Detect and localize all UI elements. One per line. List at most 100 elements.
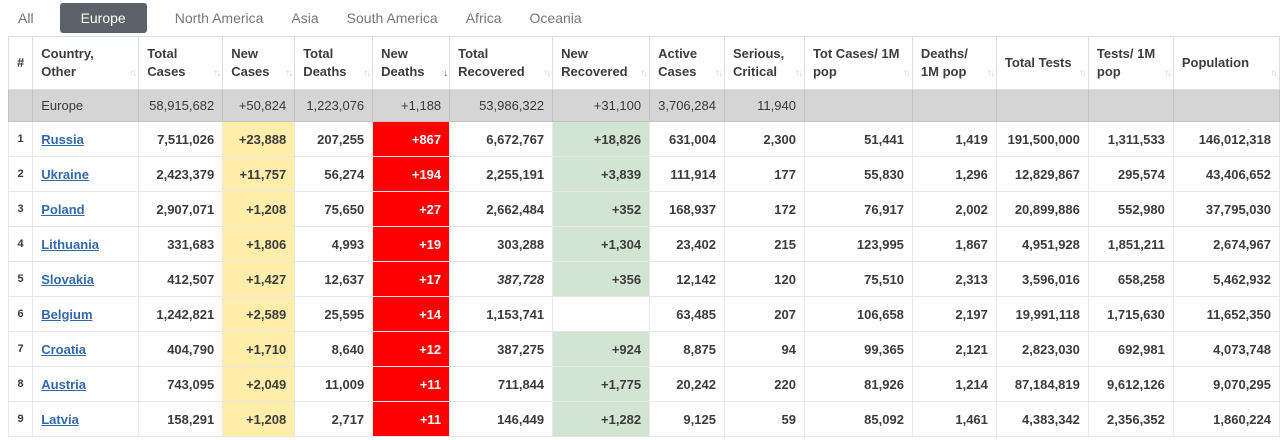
row-rank: 1: [7, 121, 34, 157]
col-header-label: New Deaths: [381, 46, 425, 79]
country-cell: Lithuania: [32, 226, 140, 262]
col-header-label: Total Tests: [1004, 55, 1072, 71]
col-header-deaths-1m-pop[interactable]: Deaths/ 1M pop ↑↓: [911, 36, 997, 90]
col-header-total-tests[interactable]: Total Tests ↑↓: [995, 36, 1089, 90]
col-header-total-recovered[interactable]: Total Recovered ↑↓: [449, 36, 554, 90]
country-link-poland[interactable]: Poland: [41, 201, 85, 217]
cell-lithuania-total-tests: 4,951,928: [995, 226, 1089, 262]
cell-poland-total-tests: 20,899,886: [995, 191, 1089, 227]
sort-arrows-icon: ↑↓: [363, 67, 371, 79]
cell-lithuania-active-cases: 23,402: [649, 226, 725, 262]
country-link-russia[interactable]: Russia: [41, 131, 84, 147]
col-header-label: New Recovered: [561, 46, 628, 79]
col-header-total-cases[interactable]: Total Cases ↑↓: [138, 36, 224, 90]
cell-lithuania-population[interactable]: 2,674,967: [1172, 226, 1280, 262]
country-link-lithuania[interactable]: Lithuania: [41, 236, 100, 252]
cell-slovakia-tests-1m: 658,258: [1087, 261, 1174, 297]
cell-poland-tests-1m: 552,980: [1087, 191, 1174, 227]
country-link-slovakia[interactable]: Slovakia: [41, 271, 94, 287]
sort-arrows-icon: ↑↓: [213, 67, 221, 79]
tab-africa[interactable]: Africa: [465, 10, 502, 26]
country-cell: Latvia: [32, 401, 140, 437]
summary-population-cell: [1172, 89, 1280, 122]
cell-belgium-total-cases: 1,242,821: [138, 296, 224, 332]
cell-belgium-new-recovered: [552, 296, 651, 332]
cell-russia-serious-critical: 2,300: [723, 121, 805, 157]
col-header-serious-critical[interactable]: Serious, Critical ↑↓: [723, 36, 805, 90]
cell-poland-population[interactable]: 37,795,030: [1172, 191, 1280, 227]
cell-slovakia-population[interactable]: 5,462,932: [1172, 261, 1280, 297]
cell-lithuania-new-cases: +1,806: [222, 226, 296, 262]
col-header-active-cases[interactable]: Active Cases ↑↓: [649, 36, 725, 90]
cell-russia-new-cases: +23,888: [222, 121, 296, 157]
cell-ukraine-population[interactable]: 43,406,652: [1172, 156, 1280, 192]
cell-slovakia-new-deaths: +17: [372, 261, 451, 297]
sort-arrows-icon: ↑↓: [714, 67, 723, 79]
cell-belgium-population[interactable]: 11,652,350: [1172, 296, 1280, 332]
country-cell: Austria: [32, 366, 140, 402]
cell-russia-new-recovered: +18,826: [552, 121, 651, 157]
cell-lithuania-tot-cases-1m: 123,995: [803, 226, 913, 262]
summary-new-deaths-cell: +1,188: [372, 89, 451, 122]
cell-belgium-new-cases: +2,589: [222, 296, 296, 332]
tab-all[interactable]: All: [18, 10, 34, 26]
cell-ukraine-new-recovered: +3,839: [552, 156, 651, 192]
table-row-austria: 8 Austria 743,095 +2,049 11,009 +11 711,844 +1,…: [7, 366, 1280, 402]
tab-north-america[interactable]: North America: [174, 10, 264, 26]
col-header-new-cases[interactable]: New Cases ↑↓: [222, 36, 296, 90]
cell-latvia-serious-critical: 59: [723, 401, 805, 437]
cell-latvia-active-cases: 9,125: [649, 401, 725, 437]
tab-asia[interactable]: Asia: [291, 10, 319, 26]
col-header-new-recovered[interactable]: New Recovered ↑↓: [552, 36, 651, 90]
cell-croatia-new-cases: +1,710: [222, 331, 296, 367]
cell-latvia-deaths-1m: 1,461: [911, 401, 997, 437]
cell-croatia-population[interactable]: 4,073,748: [1172, 331, 1280, 367]
cell-latvia-new-deaths: +11: [372, 401, 451, 437]
col-header-population[interactable]: Population ↑↓: [1172, 36, 1280, 90]
col-header-country-other[interactable]: Country, Other ↑↓: [32, 36, 140, 90]
summary-deaths-1m-cell: [911, 89, 997, 122]
tab-oceania[interactable]: Oceania: [529, 10, 582, 26]
cell-russia-total-recovered: 6,672,767: [449, 121, 554, 157]
country-link-ukraine[interactable]: Ukraine: [41, 166, 89, 182]
row-rank: 8: [7, 366, 34, 402]
summary-total-deaths-cell: 1,223,076: [294, 89, 374, 122]
cell-slovakia-total-cases: 412,507: [138, 261, 224, 297]
cell-russia-tests-1m: 1,311,533: [1087, 121, 1174, 157]
cell-croatia-total-cases: 404,790: [138, 331, 224, 367]
cell-croatia-new-recovered: +924: [552, 331, 651, 367]
cell-lithuania-serious-critical: 215: [723, 226, 805, 262]
country-link-belgium[interactable]: Belgium: [41, 306, 93, 322]
summary-total-tests-cell: [995, 89, 1089, 122]
country-link-latvia[interactable]: Latvia: [41, 411, 79, 427]
cell-slovakia-deaths-1m: 2,313: [911, 261, 997, 297]
cell-belgium-tests-1m: 1,715,630: [1087, 296, 1174, 332]
summary-tests-1m-cell: [1087, 89, 1174, 122]
cell-ukraine-total-cases: 2,423,379: [138, 156, 224, 192]
col-header-label: New Cases: [231, 46, 270, 79]
country-link-croatia[interactable]: Croatia: [41, 341, 87, 357]
table-row-lithuania: 4 Lithuania 331,683 +1,806 4,993 +19 303,288 +1…: [7, 226, 1280, 262]
country-cell: Croatia: [32, 331, 140, 367]
cell-russia-active-cases: 631,004: [649, 121, 725, 157]
cell-lithuania-new-deaths: +19: [372, 226, 451, 262]
cell-austria-new-deaths: +11: [372, 366, 451, 402]
country-link-austria[interactable]: Austria: [41, 376, 87, 392]
col-header-tot-cases-1m-pop[interactable]: Tot Cases/ 1M pop ↑↓: [803, 36, 913, 90]
cell-lithuania-total-cases: 331,683: [138, 226, 224, 262]
tab-south-america[interactable]: South America: [346, 10, 438, 26]
cell-ukraine-new-deaths: +194: [372, 156, 451, 192]
cell-belgium-total-recovered: 1,153,741: [449, 296, 554, 332]
cell-ukraine-active-cases: 111,914: [649, 156, 725, 192]
cell-russia-population[interactable]: 146,012,318: [1172, 121, 1280, 157]
col-header-new-deaths[interactable]: New Deaths ↑↓: [372, 36, 451, 90]
row-rank: 2: [7, 156, 34, 192]
summary-total-recovered-cell: 53,986,322: [449, 89, 554, 122]
cell-latvia-population[interactable]: 1,860,224: [1172, 401, 1280, 437]
row-rank: 9: [7, 401, 34, 437]
col-header-total-deaths[interactable]: Total Deaths ↑↓: [294, 36, 374, 90]
tab-europe[interactable]: Europe: [59, 3, 147, 33]
table-row-belgium: 6 Belgium 1,242,821 +2,589 25,595 +14 1,153,74…: [7, 296, 1280, 332]
col-header-tests-1m-pop[interactable]: Tests/ 1M pop ↑↓: [1087, 36, 1174, 90]
cell-austria-population[interactable]: 9,070,295: [1172, 366, 1280, 402]
